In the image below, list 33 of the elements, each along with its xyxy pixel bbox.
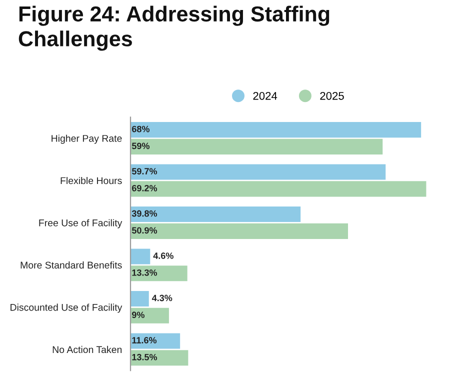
data-label: 69.2% [132, 184, 158, 192]
data-label: 59.7% [132, 168, 158, 174]
bar [130, 181, 426, 197]
bar [130, 248, 150, 264]
y-tick-label: Discounted Use of Facility [10, 304, 122, 313]
data-label: 4.6% [153, 252, 174, 259]
y-tick-label: More Standard Benefits [20, 261, 122, 269]
bar [130, 122, 422, 138]
data-label: 11.6% [132, 337, 157, 344]
y-tick-label: No Action Taken [52, 346, 122, 354]
data-label: 13.5% [132, 354, 158, 360]
data-label: 13.3% [132, 269, 158, 276]
data-label: 4.3% [152, 294, 172, 302]
legend-label: 2024 [253, 92, 278, 100]
data-label: 39.8% [132, 210, 158, 217]
data-label: 59% [132, 142, 150, 150]
data-label: 68% [132, 126, 150, 132]
bar [130, 290, 149, 307]
bar [130, 308, 169, 324]
legend-label: 2025 [320, 92, 344, 100]
bar [130, 164, 386, 180]
y-tick-label: Free Use of Facility [39, 219, 122, 228]
bar [130, 350, 188, 366]
bar [130, 206, 301, 222]
chart-title: Figure 24: Addressing Staffing Challenges [18, 6, 330, 51]
bar [130, 333, 180, 349]
data-label: 50.9% [132, 227, 158, 234]
y-tick-label: Flexible Hours [60, 176, 122, 184]
bar [130, 138, 383, 154]
data-label: 9% [132, 312, 144, 318]
bar [130, 266, 188, 282]
bar [130, 223, 348, 239]
y-tick-label: Higher Pay Rate [52, 134, 122, 144]
